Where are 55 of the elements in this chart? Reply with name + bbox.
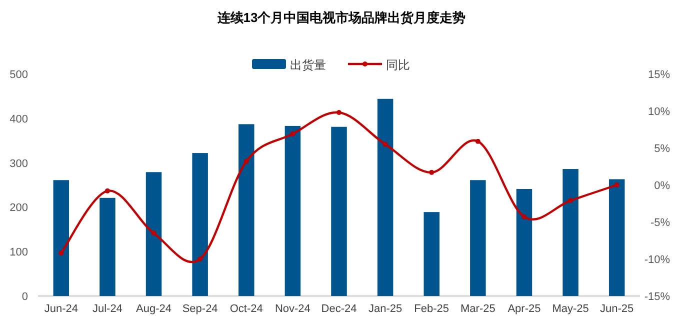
y2-tick-label: 10% bbox=[648, 106, 670, 118]
y-tick-label: 500 bbox=[10, 69, 28, 81]
x-tick-label: Aug-24 bbox=[136, 303, 172, 315]
bar bbox=[470, 180, 486, 296]
x-tick-label: Jul-24 bbox=[92, 303, 122, 315]
y2-tick-label: -10% bbox=[644, 254, 670, 266]
point bbox=[198, 256, 203, 262]
y2-tick-label: 5% bbox=[654, 143, 670, 155]
point bbox=[104, 188, 110, 194]
point bbox=[614, 182, 620, 188]
x-tick-label: Jun-24 bbox=[44, 303, 78, 315]
y-tick-label: 300 bbox=[10, 158, 28, 170]
y2-tick-label: -15% bbox=[644, 291, 670, 303]
x-tick-label: Sep-24 bbox=[182, 303, 218, 315]
bar bbox=[331, 126, 347, 296]
bar bbox=[608, 179, 625, 296]
x-tick-label: May-25 bbox=[552, 303, 589, 315]
point bbox=[58, 250, 64, 256]
x-tick-label: Nov-24 bbox=[274, 303, 310, 315]
bar bbox=[377, 98, 394, 296]
point bbox=[244, 158, 249, 164]
y-tick-label: 200 bbox=[10, 202, 28, 214]
bar bbox=[284, 126, 301, 296]
point bbox=[568, 198, 574, 204]
x-tick-label: Oct-24 bbox=[230, 303, 263, 315]
bar bbox=[562, 169, 578, 296]
y2-tick-label: 15% bbox=[648, 69, 670, 81]
bar bbox=[53, 180, 70, 296]
point bbox=[290, 131, 296, 136]
y2-tick-label: 0% bbox=[654, 180, 670, 192]
legend-label: 出货量 bbox=[290, 58, 326, 72]
y2-tick-label: -5% bbox=[650, 217, 670, 229]
x-tick-label: Mar-25 bbox=[460, 303, 496, 315]
bar bbox=[192, 153, 208, 296]
y-tick-label: 400 bbox=[10, 113, 28, 126]
x-tick-label: Apr-25 bbox=[508, 303, 541, 315]
point bbox=[382, 142, 388, 147]
x-tick-label: Dec-24 bbox=[321, 303, 357, 315]
bar bbox=[238, 124, 254, 296]
point bbox=[151, 230, 156, 236]
y-tick-label: 100 bbox=[10, 246, 28, 259]
point bbox=[522, 214, 527, 220]
bar bbox=[100, 198, 116, 296]
point bbox=[475, 138, 480, 144]
x-tick-label: Jun-25 bbox=[600, 303, 634, 315]
point bbox=[336, 110, 342, 115]
x-tick-label: Jan-25 bbox=[368, 303, 402, 315]
y-tick-label: 0 bbox=[22, 291, 28, 303]
bar bbox=[146, 172, 162, 296]
chart-title: 连续13个月中国电视市场品牌出货月度走势 bbox=[216, 10, 466, 25]
bar bbox=[424, 212, 440, 296]
bar bbox=[516, 188, 532, 296]
point bbox=[429, 170, 434, 175]
legend-label: 同比 bbox=[386, 58, 410, 72]
x-tick-label: Feb-25 bbox=[414, 303, 450, 315]
